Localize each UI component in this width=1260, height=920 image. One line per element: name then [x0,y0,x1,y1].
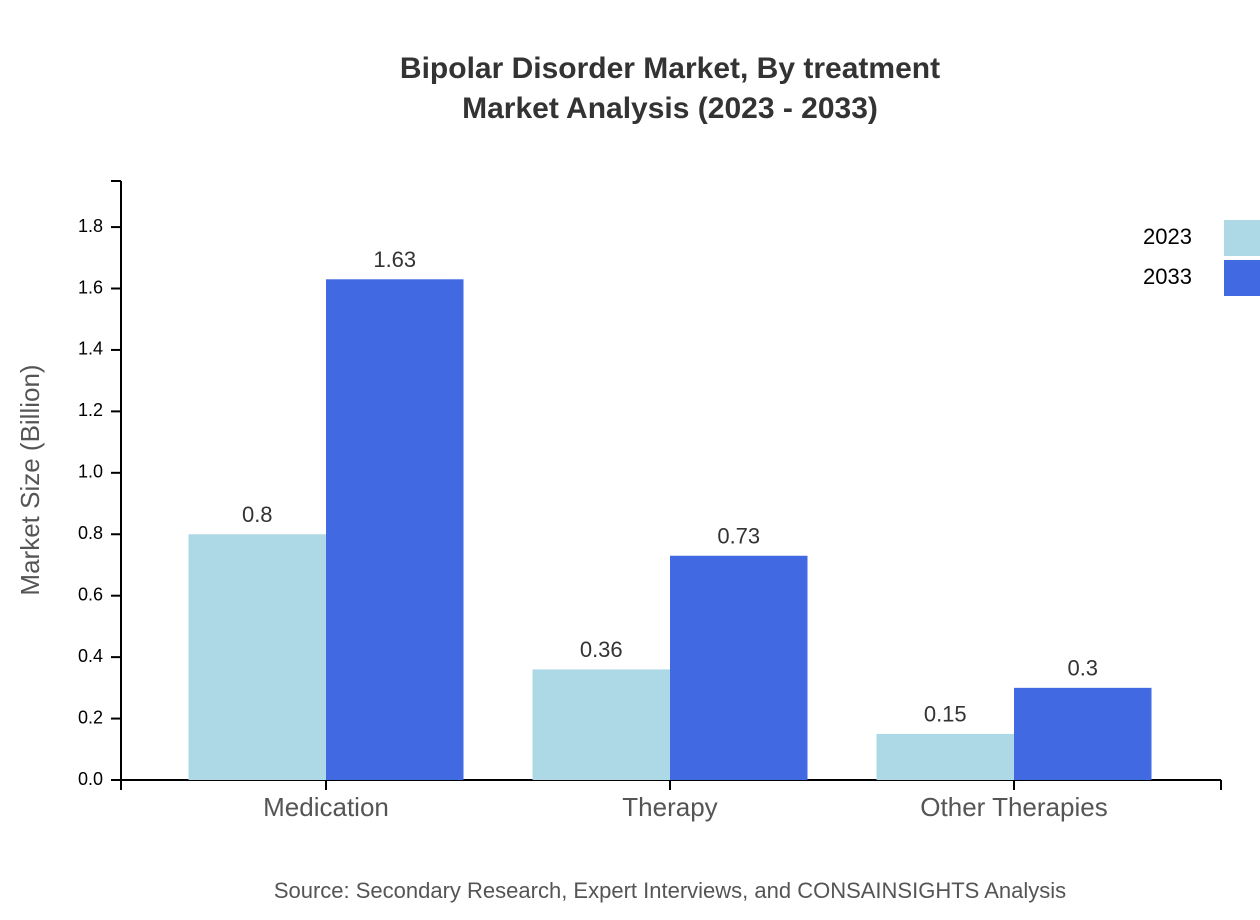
y-tick-label: 0.8 [78,523,103,543]
y-tick-label: 1.2 [78,400,103,420]
value-label: 0.36 [580,637,623,662]
source-note: Source: Secondary Research, Expert Inter… [274,878,1066,903]
value-label: 0.3 [1067,656,1098,681]
y-tick-label: 1.4 [78,339,103,359]
value-label: 0.73 [717,524,760,549]
x-tick-label: Other Therapies [920,792,1107,822]
y-axis-title: Market Size (Billion) [15,364,45,595]
legend-swatch [1224,260,1260,296]
legend-label: 2033 [1143,264,1192,289]
x-tick-label: Therapy [622,792,717,822]
y-tick-label: 1.6 [78,277,103,297]
bar [188,534,326,780]
chart-subtitle: Market Analysis (2023 - 2033) [462,92,878,125]
value-label: 0.8 [242,502,273,527]
chart-title: Bipolar Disorder Market, By treatment [400,52,940,85]
y-tick-label: 0.4 [78,646,103,666]
y-tick-label: 0.0 [78,769,103,789]
bar [532,669,670,780]
y-tick-label: 1.0 [78,462,103,482]
legend-swatch [1224,220,1260,256]
value-label: 1.63 [373,247,416,272]
legend-label: 2023 [1143,224,1192,249]
x-tick-label: Medication [263,792,389,822]
bar [326,279,464,780]
bar [876,733,1014,780]
value-label: 0.15 [924,702,967,727]
y-tick-label: 0.6 [78,584,103,604]
bar [670,555,808,780]
y-tick-label: 1.8 [78,216,103,236]
y-tick-label: 0.2 [78,707,103,727]
bar [1014,687,1152,780]
